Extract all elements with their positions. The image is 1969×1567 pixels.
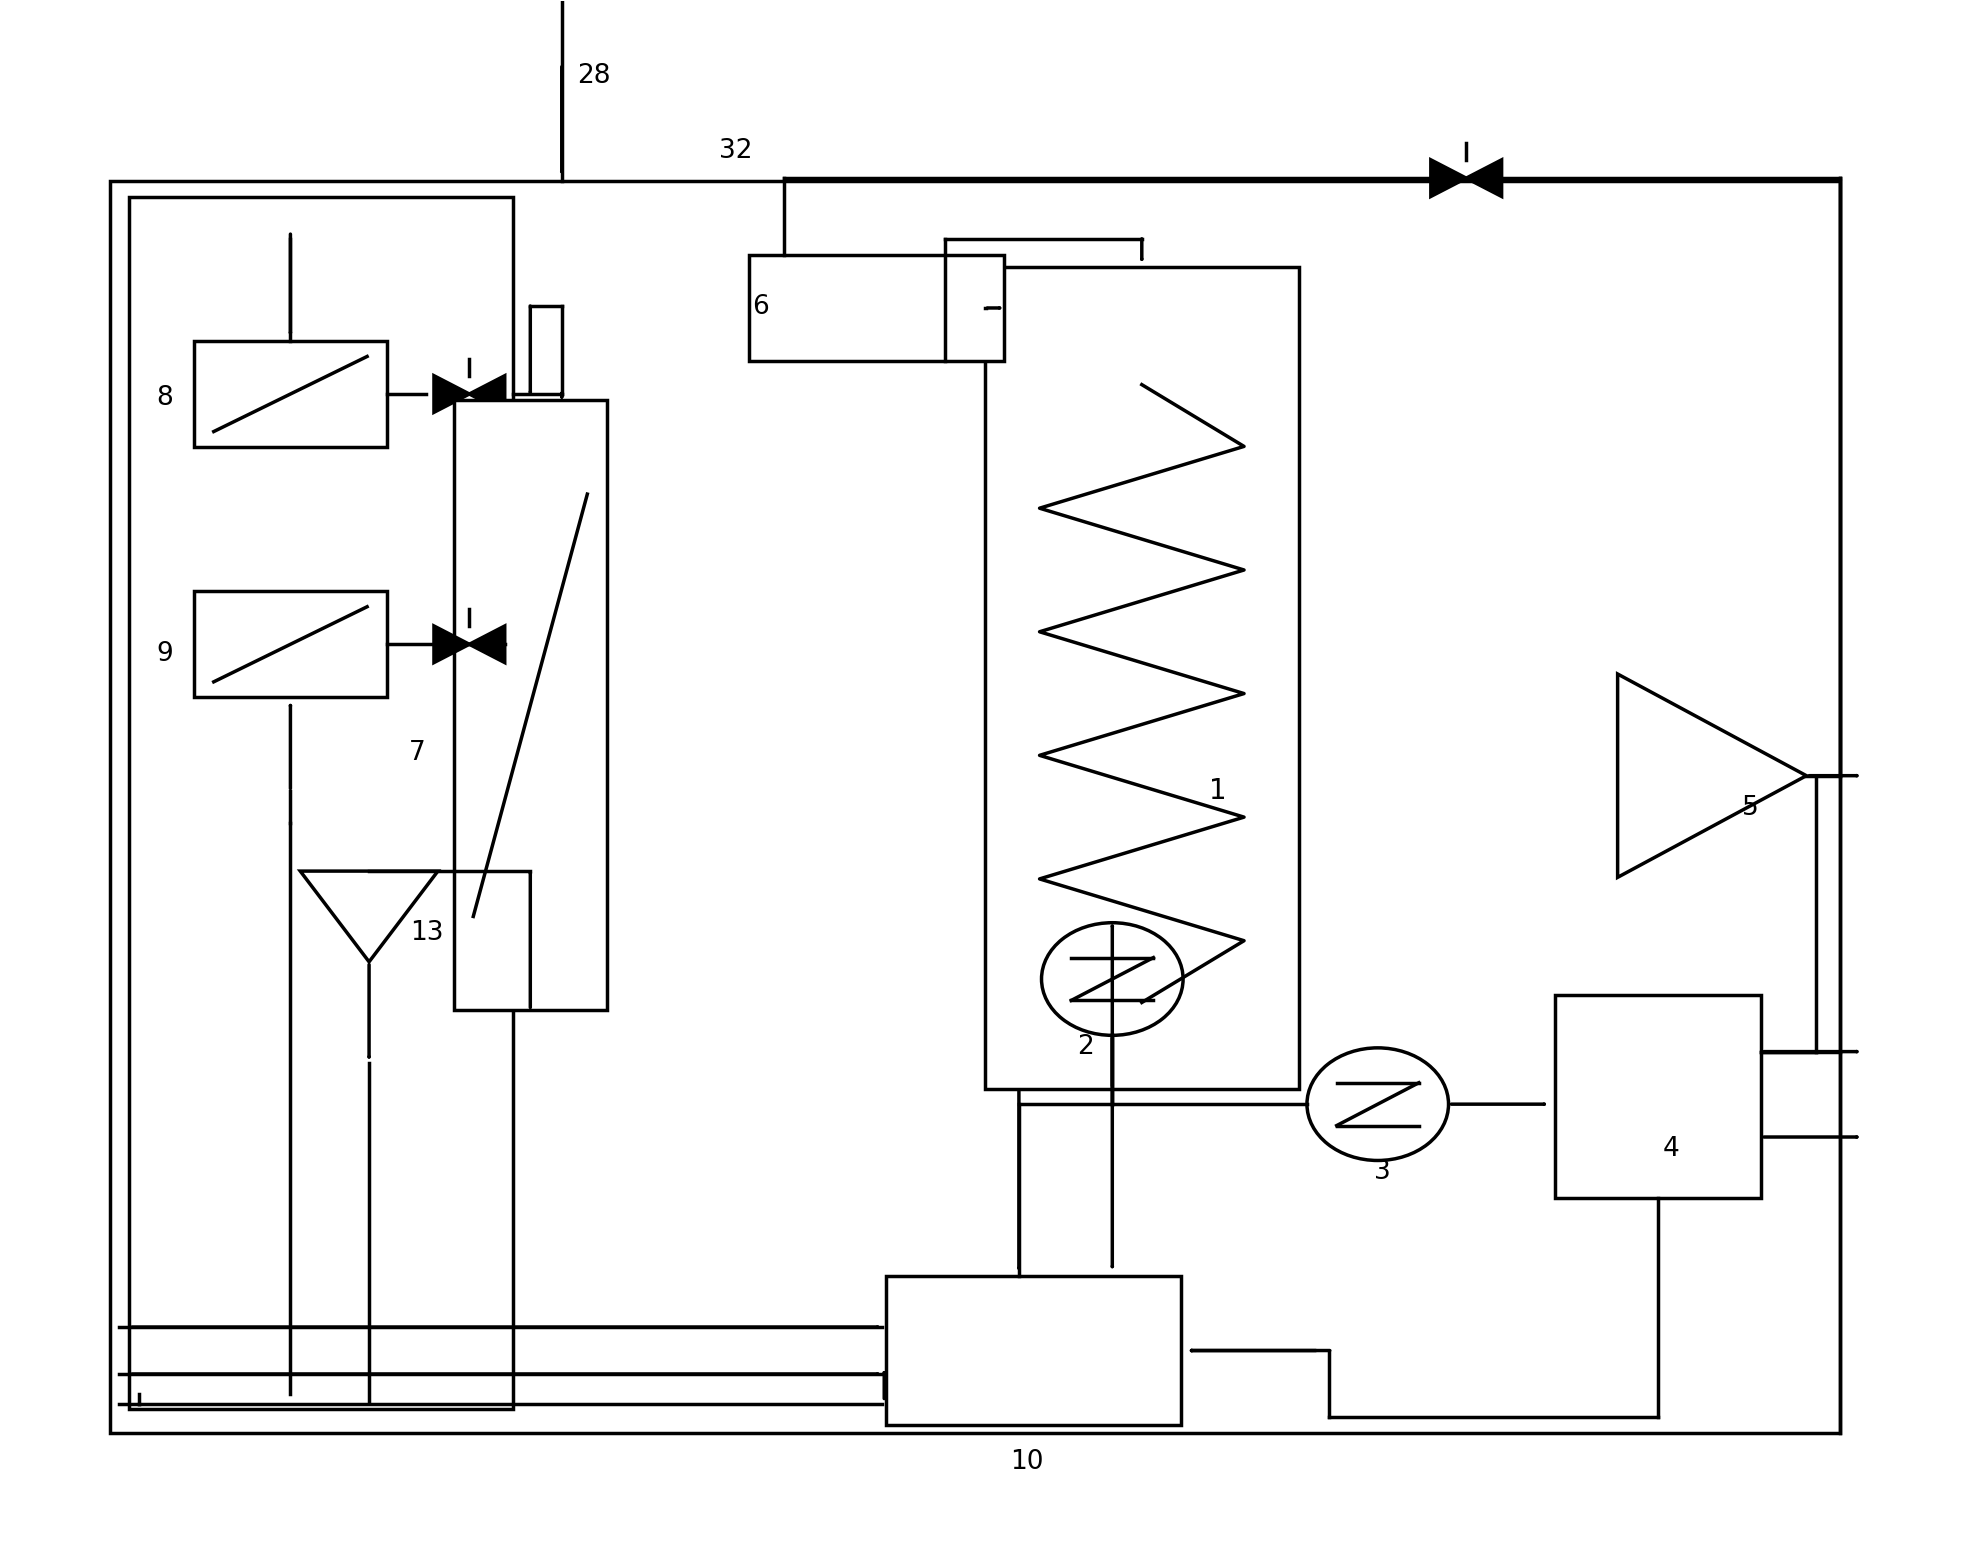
Text: 28: 28 [577,63,610,89]
Polygon shape [299,871,437,962]
Circle shape [1307,1048,1449,1161]
Text: 7: 7 [408,740,425,766]
Text: 4: 4 [1664,1136,1680,1161]
Circle shape [1042,923,1183,1036]
Bar [984,268,1300,1089]
Polygon shape [433,625,469,663]
Bar [110,182,1839,1432]
Text: 2: 2 [1077,1034,1093,1061]
Text: 3: 3 [1374,1160,1390,1185]
Bar [1556,995,1760,1199]
Bar [195,591,386,697]
Text: 1: 1 [1209,777,1227,805]
Bar [453,400,606,1011]
Polygon shape [1467,160,1502,196]
Bar [195,342,386,447]
Text: 5: 5 [1741,794,1758,821]
Polygon shape [469,376,504,412]
Polygon shape [433,376,469,412]
Text: 6: 6 [752,295,770,320]
Bar [748,255,1004,360]
Polygon shape [1431,160,1467,196]
Polygon shape [1619,674,1806,878]
Text: 8: 8 [158,385,173,411]
Text: 9: 9 [158,641,173,668]
Bar [886,1276,1181,1424]
Text: 13: 13 [410,920,443,946]
Text: 10: 10 [1010,1448,1044,1475]
Bar [130,197,512,1409]
Polygon shape [469,625,504,663]
Text: 32: 32 [719,138,752,165]
